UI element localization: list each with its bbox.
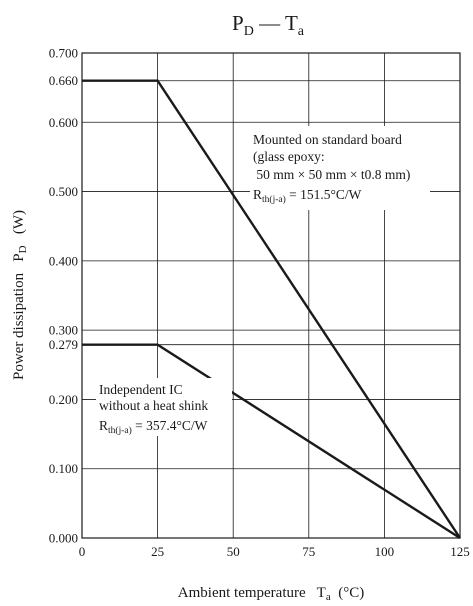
annotation-board-line-1: Mounted on standard board: [253, 132, 402, 147]
annotation-ic-line-1: Independent IC: [99, 382, 183, 397]
data-series: [82, 79, 462, 540]
plot-frame: [81, 52, 461, 539]
chart-title: PD — Ta: [232, 11, 305, 39]
grid-lines: [81, 52, 461, 539]
x-tick-label: 0: [79, 544, 86, 559]
y-tick-label: 0.200: [49, 392, 78, 407]
annotation-ic-rth: Rth(j-a) = 357.4°C/W: [99, 418, 208, 436]
y-tick-label: 0.300: [49, 323, 78, 338]
y-tick-label: 0.600: [49, 115, 78, 130]
y-tick-label: 0.660: [49, 73, 78, 88]
x-axis-label: Ambient temperature Ta (°C): [178, 585, 364, 603]
series-line-2: [82, 343, 461, 540]
annotation-board-line-3: 50 mm × 50 mm × t0.8 mm): [253, 167, 410, 182]
y-tick-label: 0.100: [49, 461, 78, 476]
x-tick-label: 25: [151, 544, 164, 559]
x-tick-labels: 0 25 50 75 100 125: [79, 544, 470, 559]
y-tick-label: 0.000: [49, 531, 78, 546]
annotation-ic-line-2: without a heat shink: [99, 398, 208, 413]
y-tick-label: 0.279: [49, 337, 78, 352]
annotation-board-rth: Rth(j-a) = 151.5°C/W: [253, 187, 362, 205]
annotation-board-line-2: (glass epoxy:: [253, 149, 325, 164]
y-tick-label: 0.500: [49, 184, 78, 199]
annotation-independent-ic: Independent IC without a heat shink Rth(…: [96, 378, 232, 436]
series-line-1: [82, 79, 462, 539]
y-tick-label: 0.700: [49, 46, 78, 61]
x-tick-label: 125: [450, 544, 470, 559]
x-tick-label: 50: [227, 544, 240, 559]
annotation-board: Mounted on standard board (glass epoxy: …: [250, 126, 430, 210]
y-axis-label: Power dissipation PD (W): [11, 210, 29, 380]
y-tick-label: 0.400: [49, 253, 78, 268]
x-tick-label: 100: [375, 544, 395, 559]
x-tick-label: 75: [302, 544, 315, 559]
